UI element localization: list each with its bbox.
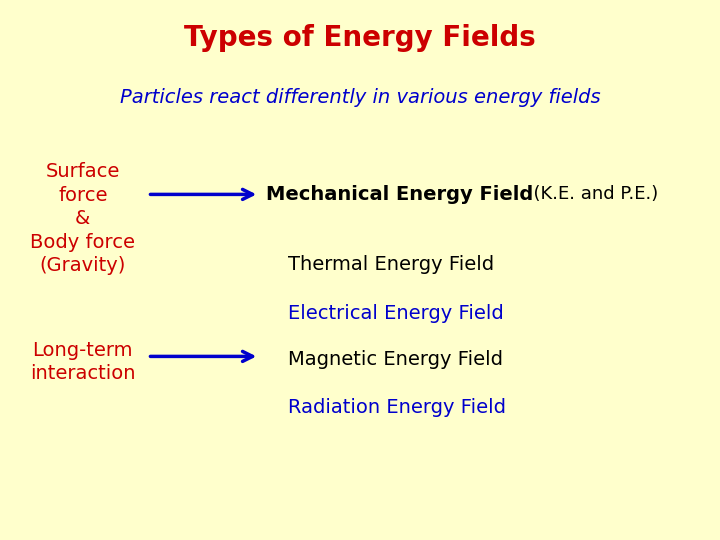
Text: Magnetic Energy Field: Magnetic Energy Field [288,349,503,369]
Text: Long-term
interaction: Long-term interaction [30,341,135,383]
Text: Types of Energy Fields: Types of Energy Fields [184,24,536,52]
Text: Particles react differently in various energy fields: Particles react differently in various e… [120,87,600,107]
Text: Mechanical Energy Field: Mechanical Energy Field [266,185,534,204]
Text: Radiation Energy Field: Radiation Energy Field [288,398,506,417]
Text: Thermal Energy Field: Thermal Energy Field [288,255,494,274]
Text: Surface
force
&
Body force
(Gravity): Surface force & Body force (Gravity) [30,162,135,275]
Text: Electrical Energy Field: Electrical Energy Field [288,303,504,323]
Text: (K.E. and P.E.): (K.E. and P.E.) [522,185,658,204]
